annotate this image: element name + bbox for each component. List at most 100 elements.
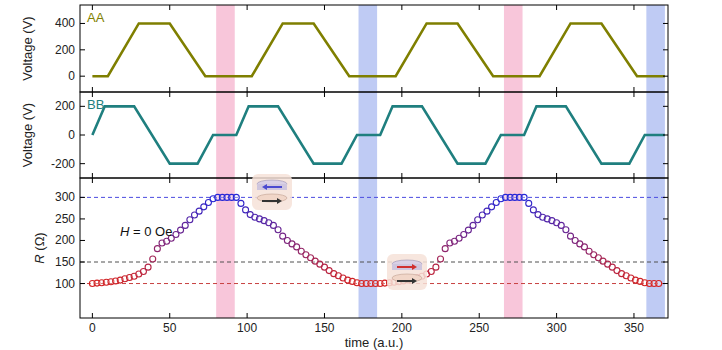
- x-tick: [633, 313, 634, 318]
- resistance-point: [563, 227, 569, 233]
- x-tick: [401, 5, 402, 10]
- y-tick-label: 0: [68, 69, 75, 83]
- x-tick: [479, 313, 480, 318]
- x-tick: [92, 173, 93, 178]
- y-tick: [663, 262, 668, 263]
- icon-layer: [392, 274, 422, 282]
- icon-arrow: [262, 200, 279, 202]
- resistance-point: [656, 281, 662, 287]
- x-tick: [401, 173, 402, 178]
- icon-arrow: [265, 186, 282, 188]
- y-tick-label: 250: [55, 212, 75, 226]
- annotation: BB: [87, 97, 104, 112]
- resistance-point: [233, 194, 239, 200]
- figure: 0200400Voltage (V)AA-2000200Voltage (V)B…: [0, 0, 722, 350]
- y-tick: [663, 283, 668, 284]
- x-tick: [633, 173, 634, 178]
- plot-area: [92, 106, 665, 163]
- y-tick: [663, 197, 668, 198]
- x-tick: [401, 92, 402, 97]
- resistance-point: [238, 200, 244, 206]
- panel: 0200400Voltage (V)AA: [20, 5, 668, 92]
- reference-line: [80, 197, 668, 198]
- bands: [216, 5, 665, 318]
- x-tick: [633, 87, 634, 92]
- x-tick: [247, 92, 248, 97]
- resistance-point: [187, 217, 193, 223]
- y-tick: [80, 76, 85, 77]
- y-tick: [663, 163, 668, 164]
- annotation: AA: [87, 10, 105, 25]
- icon-arrow: [262, 184, 267, 190]
- x-tick-label: 300: [547, 321, 567, 335]
- panels: 0200400Voltage (V)AA-2000200Voltage (V)B…: [20, 5, 668, 350]
- x-tick: [169, 5, 170, 10]
- y-tick: [80, 197, 85, 198]
- x-tick: [556, 87, 557, 92]
- resistance-point: [442, 246, 448, 252]
- plot-area: [92, 23, 665, 76]
- y-tick: [663, 23, 668, 24]
- annotation: H = 0 Oe: [120, 224, 172, 239]
- x-tick: [169, 178, 170, 183]
- resistance-point: [145, 264, 151, 270]
- band: [646, 5, 665, 318]
- icon-background: [387, 254, 427, 290]
- x-tick: [324, 5, 325, 10]
- icon-layer: [257, 194, 287, 202]
- resistance-point: [530, 207, 536, 213]
- x-axis-title: time (a.u.): [345, 335, 404, 350]
- resistance-point: [465, 227, 471, 233]
- voltage-line: [92, 23, 665, 76]
- y-tick: [80, 240, 85, 241]
- y-tick: [663, 106, 668, 107]
- y-tick: [663, 49, 668, 50]
- x-tick: [633, 92, 634, 97]
- icon-arrow: [412, 278, 417, 284]
- y-tick: [80, 49, 85, 50]
- y-tick-label: -200: [51, 157, 75, 171]
- y-tick: [80, 23, 85, 24]
- y-tick-label: 300: [55, 190, 75, 204]
- x-tick: [247, 178, 248, 183]
- y-tick: [663, 240, 668, 241]
- x-tick: [479, 87, 480, 92]
- plot-frame: [80, 178, 668, 318]
- x-tick: [169, 87, 170, 92]
- y-tick-label: 0: [68, 128, 75, 142]
- band: [216, 5, 235, 318]
- panel: -2000200Voltage (V)BB: [20, 92, 668, 178]
- x-tick-label: 250: [469, 321, 489, 335]
- x-tick: [324, 173, 325, 178]
- resistance-point: [154, 246, 160, 252]
- x-tick: [556, 173, 557, 178]
- x-tick: [169, 92, 170, 97]
- resistance-point: [470, 222, 476, 228]
- y-tick: [80, 218, 85, 219]
- y-tick: [80, 163, 85, 164]
- x-tick: [247, 5, 248, 10]
- x-tick-label: 0: [89, 321, 96, 335]
- x-tick: [556, 313, 557, 318]
- x-tick: [247, 313, 248, 318]
- x-tick: [401, 178, 402, 183]
- x-tick: [324, 92, 325, 97]
- x-tick: [169, 173, 170, 178]
- y-tick: [80, 135, 85, 136]
- reference-line: [80, 262, 668, 263]
- x-tick: [556, 5, 557, 10]
- y-tick: [663, 218, 668, 219]
- band: [504, 5, 523, 318]
- resistance-point: [150, 256, 156, 262]
- resistance-point: [475, 217, 481, 223]
- resistance-point: [433, 264, 439, 270]
- y-tick: [663, 135, 668, 136]
- x-tick: [324, 313, 325, 318]
- x-tick-label: 50: [163, 321, 177, 335]
- icon-arrow: [397, 280, 414, 282]
- resistance-point: [182, 222, 188, 228]
- y-axis-title: Voltage (V): [20, 16, 35, 80]
- x-tick: [556, 178, 557, 183]
- x-tick: [556, 92, 557, 97]
- x-tick: [479, 5, 480, 10]
